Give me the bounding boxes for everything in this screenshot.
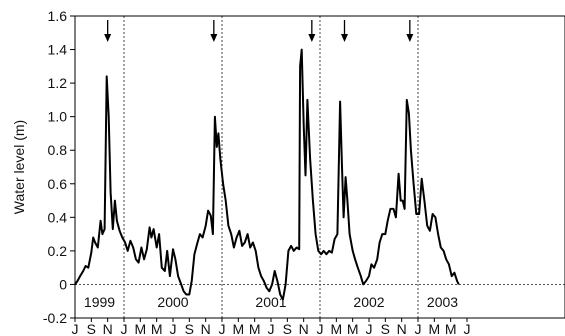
year-label: 2003 bbox=[427, 294, 458, 310]
month-tick-label: M bbox=[347, 321, 359, 336]
water-level-series-line bbox=[74, 48, 460, 301]
year-labels: 1999 2000 2001 2002 2003 bbox=[84, 294, 458, 310]
month-tick-label: J bbox=[268, 321, 275, 336]
y-tick-label: 1.0 bbox=[48, 109, 68, 125]
y-tick-label: 1.2 bbox=[48, 75, 68, 91]
month-tick-label: M bbox=[249, 321, 261, 336]
y-axis-title: Water level (m) bbox=[11, 120, 27, 214]
y-tick-label: 0.4 bbox=[48, 209, 68, 225]
month-tick-label: N bbox=[397, 321, 407, 336]
y-tick-label: 0 bbox=[59, 276, 67, 292]
arrow-marker bbox=[104, 20, 112, 42]
y-tick-label: 0.2 bbox=[48, 243, 68, 259]
series-layer bbox=[74, 48, 460, 301]
arrow-marker bbox=[341, 20, 348, 42]
month-tick-label: M bbox=[428, 321, 440, 336]
y-tick-label: 0.8 bbox=[48, 142, 68, 158]
month-tick-label: J bbox=[366, 321, 373, 336]
y-tick-label: 1.4 bbox=[48, 42, 68, 58]
month-tick-label: M bbox=[445, 321, 457, 336]
arrow-marker bbox=[308, 20, 316, 42]
arrow-marker bbox=[406, 20, 414, 42]
month-tick-label: J bbox=[219, 321, 226, 336]
month-tick-label: S bbox=[283, 321, 292, 336]
month-tick-label: J bbox=[72, 321, 79, 336]
month-tick-label: M bbox=[151, 321, 163, 336]
month-tick-label: N bbox=[299, 321, 309, 336]
month-tick-label: M bbox=[134, 321, 146, 336]
arrow-layer bbox=[104, 20, 414, 42]
month-tick-label: S bbox=[185, 321, 194, 336]
month-tick-label: J bbox=[317, 321, 324, 336]
month-tick-label: J bbox=[121, 321, 128, 336]
y-tick-label: -0.2 bbox=[43, 310, 67, 326]
month-tick-label: J bbox=[464, 321, 471, 336]
y-axis: -0.2 0 0.2 0.4 0.6 0.8 1.0 1.2 1.4 1.6 bbox=[43, 8, 75, 326]
year-divider-layer bbox=[123, 16, 419, 318]
arrow-marker bbox=[210, 20, 218, 42]
month-tick-label: J bbox=[415, 321, 422, 336]
year-label: 1999 bbox=[84, 294, 115, 310]
month-tick-label: M bbox=[232, 321, 244, 336]
month-tick-label: S bbox=[381, 321, 390, 336]
month-tick-label: N bbox=[103, 321, 113, 336]
year-label: 2000 bbox=[157, 294, 188, 310]
y-tick-label: 1.6 bbox=[48, 8, 68, 24]
month-tick-label: M bbox=[330, 321, 342, 336]
month-tick-label: J bbox=[170, 321, 177, 336]
month-tick-label: N bbox=[201, 321, 211, 336]
year-label: 2001 bbox=[255, 294, 286, 310]
month-tick-label: S bbox=[87, 321, 96, 336]
y-tick-label: 0.6 bbox=[48, 176, 68, 192]
year-label: 2002 bbox=[353, 294, 384, 310]
